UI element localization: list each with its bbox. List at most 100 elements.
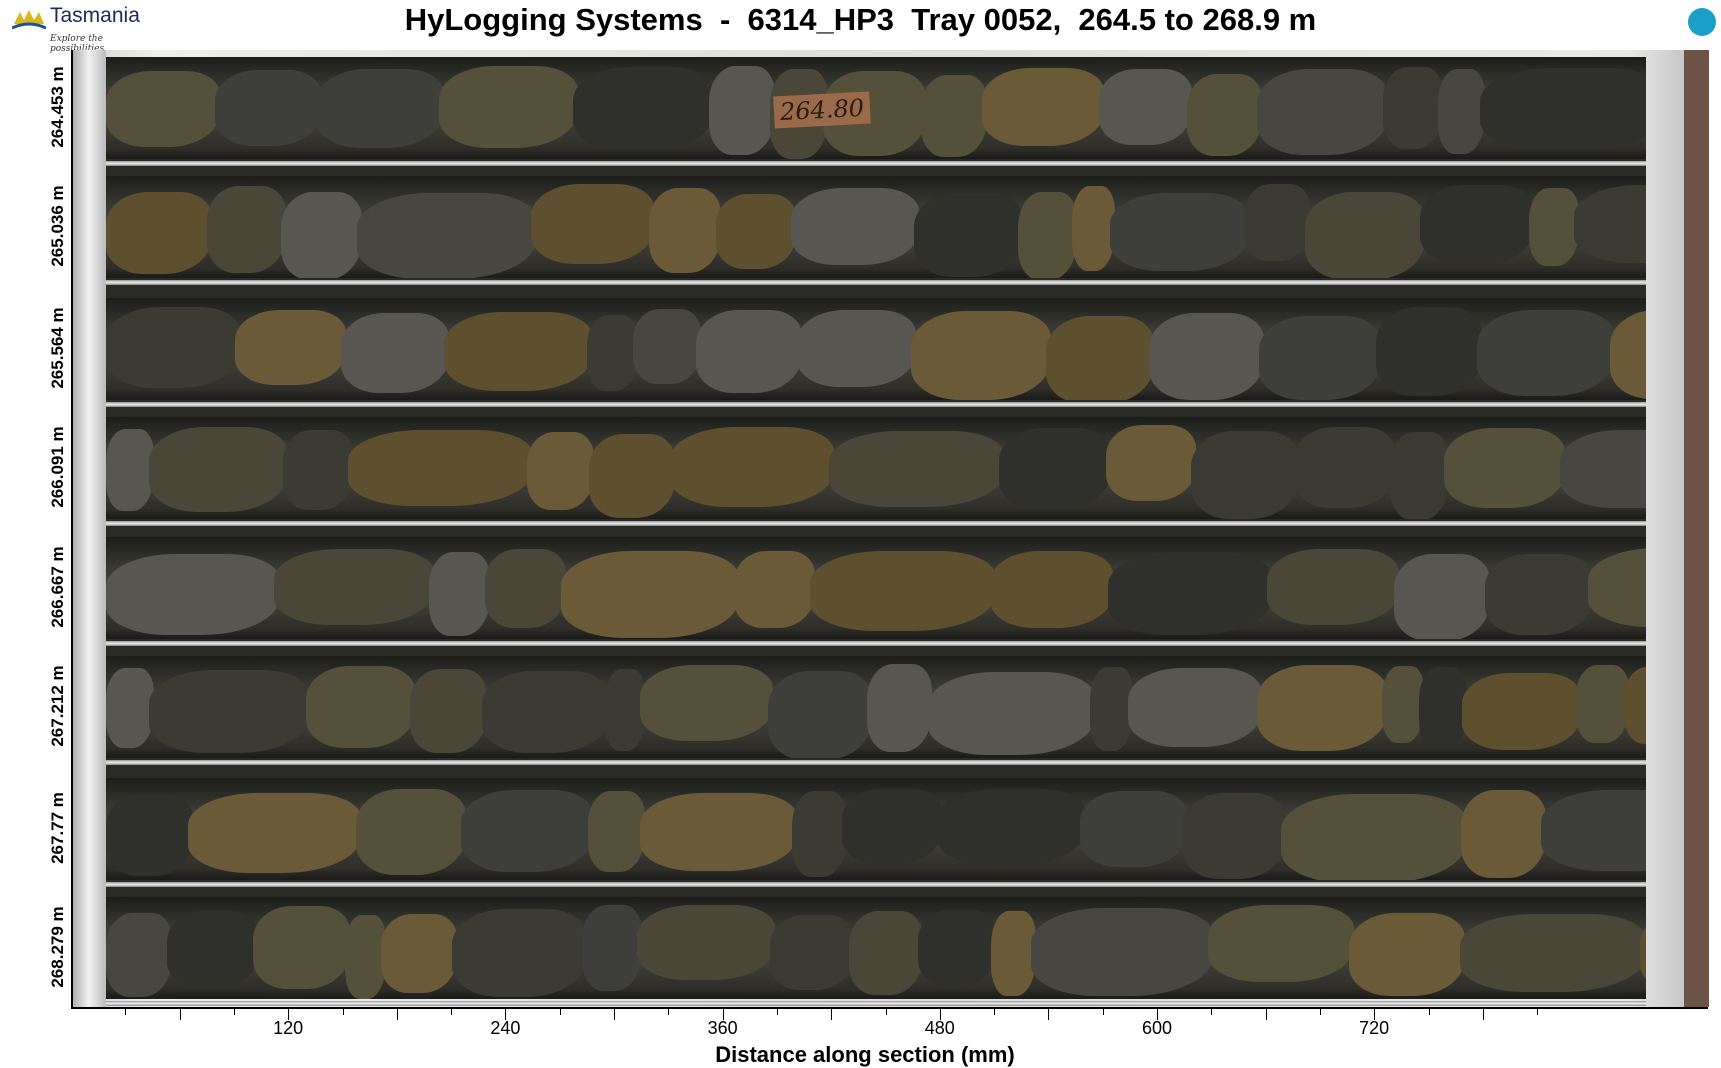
core-fragment <box>1258 315 1381 400</box>
core-fragment <box>981 68 1104 146</box>
core-fragment <box>1639 907 1646 995</box>
core-fragment <box>148 670 311 754</box>
core-fragment <box>429 552 490 637</box>
core-fragment <box>106 70 220 148</box>
x-tick-label: 240 <box>490 1018 521 1038</box>
row-depth-label: 266.667 m <box>48 546 67 628</box>
core-fragment <box>1420 184 1535 264</box>
x-tick <box>1211 1008 1213 1015</box>
core-fragment <box>829 430 1004 507</box>
x-tick <box>451 1008 453 1015</box>
x-tick <box>1374 1008 1376 1020</box>
core-fragment <box>1127 667 1263 748</box>
core-fragment <box>234 310 347 386</box>
x-tick <box>1482 1008 1484 1020</box>
x-tick <box>885 1008 887 1015</box>
core-fragment <box>791 188 920 265</box>
core-fragment <box>633 309 702 385</box>
core-fragment <box>1071 185 1116 272</box>
core-fragment <box>253 905 351 989</box>
tray-divider <box>106 402 1646 407</box>
core-fragment <box>531 184 655 265</box>
x-tick <box>776 1008 778 1015</box>
core-fragment <box>581 905 642 992</box>
tray-divider <box>106 760 1646 765</box>
core-fragment <box>1609 310 1646 399</box>
x-tick <box>1157 1008 1158 1020</box>
core-fragment <box>791 790 848 877</box>
core-fragment <box>716 193 797 269</box>
core-fragment <box>637 905 776 981</box>
x-tick <box>1048 1008 1050 1020</box>
core-fragment <box>991 910 1036 997</box>
core-fragment <box>106 428 154 511</box>
core-fragment <box>770 914 855 991</box>
core-fragment <box>1480 68 1646 150</box>
logo-name: Tasmania <box>50 4 140 27</box>
core-fragment <box>1444 427 1565 508</box>
core-fragment <box>148 426 288 512</box>
x-tick <box>1428 1008 1430 1015</box>
core-fragment <box>936 789 1086 865</box>
core-fragment <box>380 914 457 994</box>
core-fragment <box>106 192 212 275</box>
core-fragment <box>767 670 873 758</box>
x-axis-line <box>71 1007 1708 1009</box>
core-fragment <box>1485 553 1593 636</box>
x-tick <box>722 1008 724 1020</box>
core-fragment <box>451 908 587 997</box>
core-fragment <box>1461 789 1547 879</box>
x-tick <box>125 1008 127 1015</box>
x-tick-label: 360 <box>707 1018 738 1038</box>
core-fragment <box>921 74 987 157</box>
core-fragment <box>1098 68 1192 145</box>
core-fragment <box>639 792 797 871</box>
x-tick <box>179 1008 181 1020</box>
core-fragment <box>106 306 240 388</box>
core-row <box>106 656 1646 758</box>
x-tick <box>939 1008 941 1020</box>
core-fragment <box>1181 793 1287 880</box>
core-fragment <box>214 70 322 147</box>
x-tick <box>342 1008 344 1015</box>
core-fragment <box>867 664 933 752</box>
core-fragment <box>1529 187 1579 266</box>
tray-divider <box>106 161 1646 166</box>
core-fragment <box>1304 192 1426 278</box>
core-fragment <box>708 65 776 155</box>
core-fragment <box>106 794 193 877</box>
core-fragment <box>106 912 172 997</box>
x-tick <box>559 1008 561 1015</box>
x-tick <box>1319 1008 1321 1015</box>
core-fragment <box>1623 667 1646 744</box>
core-box <box>106 57 1646 1006</box>
row-depth-label: 266.091 m <box>48 426 67 508</box>
core-fragment <box>281 191 362 278</box>
core-row <box>106 417 1646 519</box>
core-fragment <box>842 788 942 864</box>
row-depth-label: 267.77 m <box>48 792 67 864</box>
x-tick-label: 600 <box>1141 1018 1173 1038</box>
logo-tagline: Explore the possibilities <box>50 34 105 54</box>
core-fragment <box>1390 432 1450 519</box>
row-depth-label: 265.564 m <box>48 307 67 389</box>
core-row <box>106 537 1646 639</box>
core-fragment <box>733 550 816 628</box>
x-tick <box>1537 1008 1539 1015</box>
core-fragment <box>1089 667 1133 752</box>
core-fragment <box>187 792 362 874</box>
core-row <box>106 897 1646 999</box>
core-fragment <box>911 310 1051 400</box>
core-fragment <box>918 909 997 987</box>
core-fragment <box>1149 313 1264 400</box>
tasmania-devil-icon <box>12 10 46 30</box>
core-fragment <box>1418 666 1468 749</box>
core-fragment <box>356 788 467 876</box>
core-fragment <box>1110 192 1250 272</box>
core-fragment <box>439 65 579 149</box>
core-fragment <box>106 667 154 748</box>
core-fragment <box>166 911 259 988</box>
core-fragment <box>1106 425 1196 502</box>
x-tick <box>1102 1008 1104 1015</box>
core-fragment <box>649 187 722 274</box>
